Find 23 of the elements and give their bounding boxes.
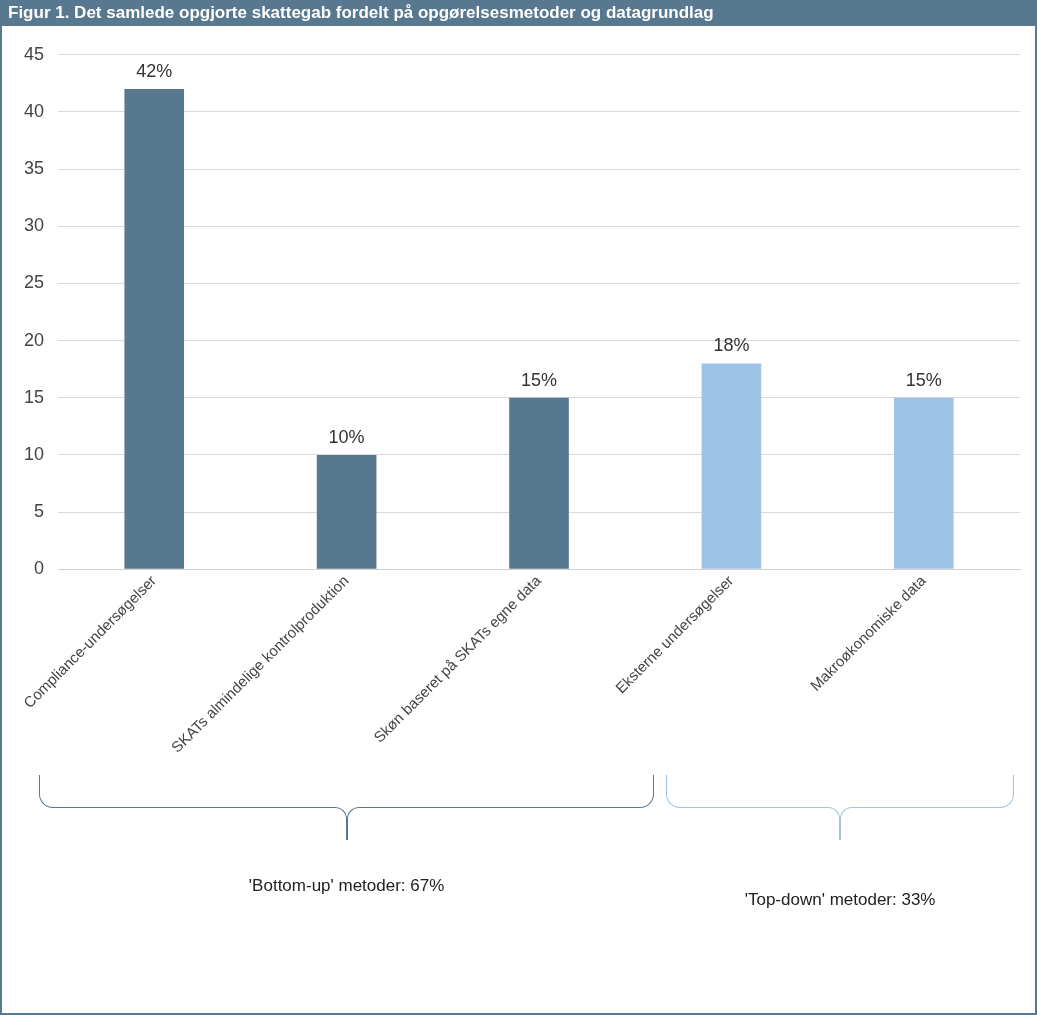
- y-tick-label: 20: [23, 329, 45, 350]
- y-tick-label: 45: [23, 43, 45, 64]
- y-tick-label: 35: [23, 158, 45, 179]
- y-tick-label: 5: [34, 501, 45, 522]
- bar: [893, 397, 954, 569]
- bar: [124, 89, 185, 569]
- y-tick-label: 10: [23, 443, 45, 464]
- bar: [316, 454, 377, 569]
- text: 'Top-down' metoder: 33%: [744, 890, 936, 910]
- bar: [509, 397, 569, 569]
- data-label: 15%: [905, 369, 942, 390]
- y-tick-label: 0: [34, 558, 45, 579]
- y-tick-label: 30: [23, 215, 45, 236]
- y-tick-label: 25: [23, 272, 45, 293]
- bar: [701, 363, 762, 569]
- data-label: 18%: [713, 335, 750, 356]
- y-tick-label: 40: [23, 100, 45, 121]
- chart-title: Figur 1. Det samlede opgjorte skattegab fordelt på opgørelsesmetoder og datagrundlag: [2, 2, 1035, 26]
- text: 'Bottom-up' metoder: 67%: [248, 876, 445, 896]
- data-label: 10%: [328, 426, 365, 447]
- data-label: 42%: [136, 61, 173, 82]
- y-tick-label: 15: [23, 386, 45, 407]
- data-label: 15%: [521, 369, 558, 390]
